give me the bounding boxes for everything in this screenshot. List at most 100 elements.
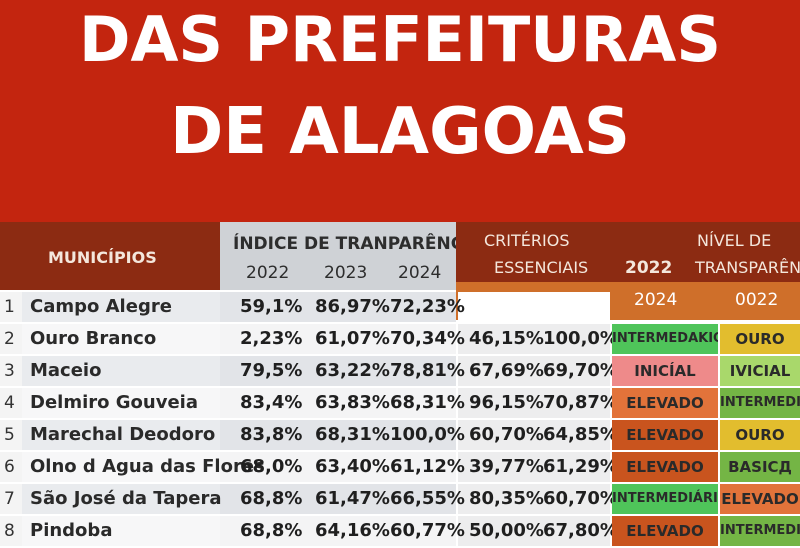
row-municipio-name: Maceio xyxy=(30,360,102,381)
header-criterios-line-2: ESSENCIAIS xyxy=(494,258,589,277)
row-indice-2024: 60,77% xyxy=(390,520,465,541)
row-name-cell xyxy=(22,324,220,354)
row-number: 7 xyxy=(4,489,15,509)
row-indice-2024: 100,0% xyxy=(390,424,465,445)
table-row: 1 Campo Alegre 59,1% 86,97% 72,23% xyxy=(0,292,800,324)
header-municipios-label: MUNICÍPIOS xyxy=(48,248,157,267)
header-indice-label: ÍNDICE DE TRANPARÊNCIA xyxy=(233,234,456,254)
row-criterios-2023: 69,70% xyxy=(543,360,618,381)
row-criterios-2023: 60,70% xyxy=(543,488,618,509)
row-nivel-2024-badge: ELEVADO xyxy=(612,452,718,482)
row-municipio-name: Marechal Deodoro xyxy=(30,424,216,445)
table-row: 6 Olno d Agua das Flores 68,0% 63,40% 61,12%… xyxy=(0,452,800,484)
row-criterios-cell xyxy=(458,324,610,354)
row-indice-2022: 79,5% xyxy=(240,360,303,381)
table-row: 4 Delmiro Gouveia 83,4% 63,83% 68,31% 96,15% 7… xyxy=(0,388,800,420)
row-name-cell xyxy=(22,356,220,386)
row-nivel-2022-badge: OURO xyxy=(720,324,800,354)
row-name-cell xyxy=(22,420,220,450)
row-nivel-2024-badge: INICÍAL xyxy=(612,356,718,386)
row-indice-2022: 83,8% xyxy=(240,424,303,445)
row-indice-2023: 68,31% xyxy=(315,424,390,445)
row-nivel-2024-badge: INTERMEDAKIO xyxy=(612,324,718,354)
row-number-cell xyxy=(0,292,22,322)
header-indice-year-2023: 2023 xyxy=(324,263,368,283)
banner-title-line-1: DAS PREFEITURAS xyxy=(78,3,721,76)
row-indice-2024: 61,12% xyxy=(390,456,465,477)
row-criterios-2022: 80,35% xyxy=(469,488,544,509)
row-index-cell xyxy=(220,452,456,482)
row-indice-2024: 66,55% xyxy=(390,488,465,509)
row-nivel-2022-badge: ELEVADO xyxy=(720,484,800,514)
row-number-cell xyxy=(0,388,22,418)
row-number: 1 xyxy=(4,297,15,317)
row-index-cell xyxy=(220,292,456,322)
row-nivel-2024-badge: INTERMEDIÁRIO xyxy=(612,484,718,514)
row-criterios-cell xyxy=(458,484,610,514)
row-nivel-2022-badge: IVICIAL xyxy=(720,356,800,386)
row-indice-2022: 68,0% xyxy=(240,456,303,477)
row-criterios-cell xyxy=(458,420,610,450)
row-criterios-cell xyxy=(458,452,610,482)
row-index-cell xyxy=(220,324,456,354)
row-criterios-2023: 70,87% xyxy=(543,392,618,413)
row-number: 3 xyxy=(4,361,15,381)
row-criterios-2022: 96,15% xyxy=(469,392,544,413)
row-criterios-cell xyxy=(458,356,610,386)
row-criterios-2022: 39,77% xyxy=(469,456,544,477)
row-indice-2023: 64,16% xyxy=(315,520,390,541)
header-municipios: MUNICÍPIOS xyxy=(0,222,220,290)
row-criterios-2023: 100,0% xyxy=(543,328,618,349)
table-row: 7 São José da Tapera 68,8% 61,47% 66,55% 80,3… xyxy=(0,484,800,516)
row-nivel-2024-badge: ELEVADO xyxy=(612,388,718,418)
row-name-cell xyxy=(22,292,220,322)
row-criterios-2022: 46,15% xyxy=(469,328,544,349)
header-indice: ÍNDICE DE TRANPARÊNCIA 2022 2023 2024 xyxy=(220,222,456,290)
row-indice-2023: 63,83% xyxy=(315,392,390,413)
header-nivel: 2022 NÍVEL DE TRANSPARÊN xyxy=(610,222,800,282)
row-indice-2023: 63,22% xyxy=(315,360,390,381)
row-criterios-2022: 60,70% xyxy=(469,424,544,445)
table-row: 2 Ouro Branco 2,23% 61,07% 70,34% 46,15% 100,0… xyxy=(0,324,800,356)
row-number: 8 xyxy=(4,521,15,541)
row-index-cell xyxy=(220,420,456,450)
header-nivel-line-1: NÍVEL DE xyxy=(697,231,772,250)
row-criterios-2022: 50,00% xyxy=(469,520,544,541)
row-indice-2022: 68,8% xyxy=(240,520,303,541)
row-indice-2022: 83,4% xyxy=(240,392,303,413)
row-municipio-name: Campo Alegre xyxy=(30,296,172,317)
row-indice-2022: 2,23% xyxy=(240,328,303,349)
row-number-cell xyxy=(0,484,22,514)
row-nivel-2022-badge: BASICД xyxy=(720,452,800,482)
row-indice-2022: 68,8% xyxy=(240,488,303,509)
row-nivel-2022-badge: INTERMEDIA xyxy=(720,388,800,418)
row-indice-2023: 61,47% xyxy=(315,488,390,509)
row-municipio-name: Pindoba xyxy=(30,520,113,541)
row-municipio-name: Olno d Agua das Flores xyxy=(30,456,265,477)
row-number-cell xyxy=(0,452,22,482)
row-indice-2023: 63,40% xyxy=(315,456,390,477)
row-indice-2023: 61,07% xyxy=(315,328,390,349)
row-number: 4 xyxy=(4,393,15,413)
row-number-cell xyxy=(0,356,22,386)
header-indice-year-2022: 2022 xyxy=(246,263,290,283)
header-indice-year-2024: 2024 xyxy=(398,263,442,283)
banner-title-line-2: DE ALAGOAS xyxy=(170,95,630,169)
row-nivel-2024-badge: ELEVADO xyxy=(612,420,718,450)
row-index-cell xyxy=(220,388,456,418)
row-indice-2024: 70,34% xyxy=(390,328,465,349)
header-criterios-line-1: CRITÉRIOS xyxy=(484,231,570,250)
table-row: 8 Pindoba 68,8% 64,16% 60,77% 50,00% 67,80% ELE… xyxy=(0,516,800,548)
header-nivel-line-2: TRANSPARÊN xyxy=(695,258,800,277)
row-index-cell xyxy=(220,484,456,514)
row-criterios-cell xyxy=(458,292,610,322)
header-subyear-0022: 0022 xyxy=(735,290,779,310)
table-row: 3 Maceio 79,5% 63,22% 78,81% 67,69% 69,70% INIC… xyxy=(0,356,800,388)
row-criterios-cell xyxy=(458,388,610,418)
row-name-cell xyxy=(22,388,220,418)
row-number-cell xyxy=(0,420,22,450)
row-criterios-2022: 67,69% xyxy=(469,360,544,381)
row-indice-2024: 68,31% xyxy=(390,392,465,413)
row-number: 6 xyxy=(4,457,15,477)
row-indice-2022: 59,1% xyxy=(240,296,303,317)
